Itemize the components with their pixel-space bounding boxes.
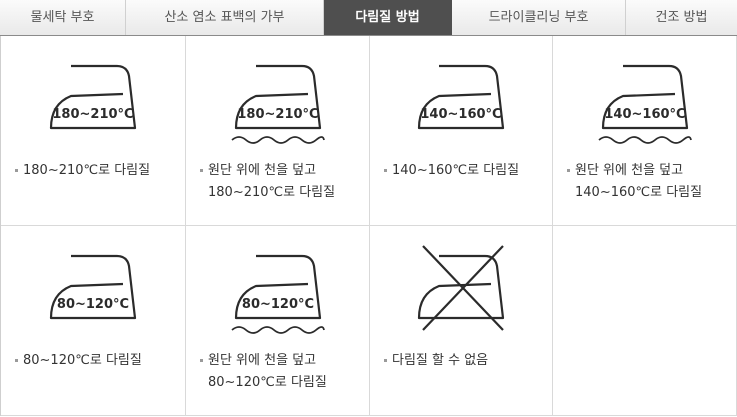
description-line: 180~210℃로 다림질 [208,185,336,200]
ironing-description: 원단 위에 천을 덮고 80~120℃로 다림질 [200,350,365,394]
ironing-cell: 140~160°C 140~160℃로 다림질 [370,36,553,226]
description-line: 원단 위에 천을 덮고 [575,163,684,178]
bullet-icon [384,359,387,362]
ironing-description: 원단 위에 천을 덮고 140~160℃로 다림질 [567,160,732,204]
description-line: 원단 위에 천을 덮고 [208,163,317,178]
temperature-label: 180~210°C [237,107,318,122]
bullet-icon [200,359,203,362]
bullet-icon [384,169,387,172]
tab-bar: 물세탁 부호 산소 염소 표백의 가부 다림질 방법 드라이클리닝 부호 건조 … [0,0,737,36]
empty-cell [553,226,737,416]
tab-bleach[interactable]: 산소 염소 표백의 가부 [126,0,324,35]
description-line: 80~120℃로 다림질 [208,375,327,390]
ironing-cell: 180~210°C 180~210℃로 다림질 [1,36,186,226]
ironing-description: 140~160℃로 다림질 [384,160,548,182]
temperature-label: 140~160°C [420,107,501,122]
ironing-cell: 140~160°C 원단 위에 천을 덮고 140~160℃로 다림질 [553,36,737,226]
tab-drying[interactable]: 건조 방법 [655,10,708,25]
bullet-icon [15,359,18,362]
ironing-description: 원단 위에 천을 덮고 180~210℃로 다림질 [200,160,365,204]
bullet-icon [15,169,18,172]
description-line: 다림질 할 수 없음 [392,353,489,368]
ironing-cell: 180~210°C 원단 위에 천을 덮고 180~210℃로 다림질 [186,36,370,226]
description-line: 80~120℃로 다림질 [23,353,142,368]
ironing-description: 180~210℃로 다림질 [15,160,181,182]
description-line: 140~160℃로 다림질 [392,163,520,178]
iron-cloth-icon: 180~210°C [230,64,325,144]
ironing-cell: 다림질 할 수 없음 [370,226,553,416]
description-line: 180~210℃로 다림질 [23,163,151,178]
iron-icon: 80~120°C [49,254,137,320]
temperature-label: 140~160°C [604,107,685,122]
no-iron-icon [417,245,505,331]
ironing-cell: 80~120°C 원단 위에 천을 덮고 80~120℃로 다림질 [186,226,370,416]
ironing-symbol-grid: 180~210°C 180~210℃로 다림질 180~210°C 원단 위에 … [0,36,737,416]
bullet-icon [567,169,570,172]
tab-wash-symbols[interactable]: 물세탁 부호 [0,0,126,35]
bullet-icon [200,169,203,172]
ironing-description: 80~120℃로 다림질 [15,350,181,372]
temperature-label: 80~120°C [241,297,313,312]
tab-ironing[interactable]: 다림질 방법 [324,0,452,35]
temperature-label: 80~120°C [57,297,129,312]
temperature-label: 180~210°C [52,107,133,122]
iron-icon: 180~210°C [49,64,137,130]
description-line: 원단 위에 천을 덮고 [208,353,317,368]
tab-dry-cleaning[interactable]: 드라이클리닝 부호 [452,0,626,35]
iron-cloth-icon: 140~160°C [597,64,692,144]
ironing-description: 다림질 할 수 없음 [384,350,548,372]
description-line: 140~160℃로 다림질 [575,185,703,200]
ironing-cell: 80~120°C 80~120℃로 다림질 [1,226,186,416]
iron-icon: 140~160°C [417,64,505,130]
iron-cloth-icon: 80~120°C [230,254,325,334]
